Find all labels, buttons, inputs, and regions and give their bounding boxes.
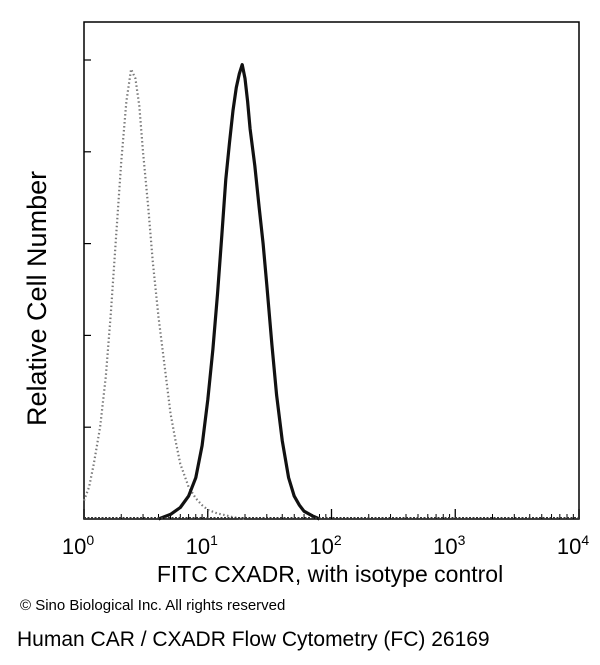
flow-cytometry-chart: 100 101 102 103 104 [62, 21, 589, 559]
x-axis-label: FITC CXADR, with isotype control [156, 561, 504, 587]
series-layer [82, 62, 579, 521]
y-axis-label: Relative Cell Number [22, 170, 52, 426]
figure-caption: Human CAR / CXADR Flow Cytometry (FC) 26… [17, 628, 490, 651]
x-tick-label: 101 [186, 532, 218, 559]
x-tick-label: 102 [309, 532, 341, 559]
cxadr-histogram [157, 62, 321, 521]
isotype-control-histogram [82, 68, 246, 521]
y-axis-ticks [84, 59, 91, 428]
x-tick-label: 100 [62, 532, 94, 559]
x-axis-ticks: 100 101 102 103 104 [62, 509, 589, 559]
copyright-notice: © Sino Biological Inc. All rights reserv… [20, 597, 286, 614]
x-tick-label: 103 [433, 532, 465, 559]
plot-frame [83, 21, 580, 520]
x-tick-label: 104 [557, 532, 589, 559]
